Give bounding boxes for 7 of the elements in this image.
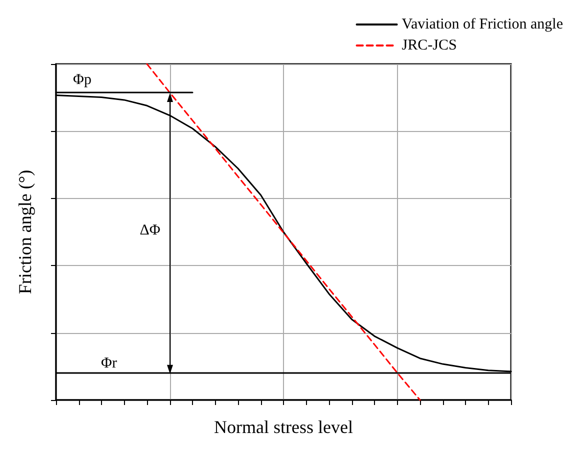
annotation: ΔΦ [140,222,160,239]
legend-label: JRC-JCS [402,38,457,54]
x-axis-title: Normal stress level [214,417,353,437]
legend-label: Vaviation of Friction angle [402,16,564,32]
y-axis-title: Friction angle (°) [15,170,35,294]
annotation: Φp [73,72,92,88]
ref-line-label: Φr [101,356,117,372]
